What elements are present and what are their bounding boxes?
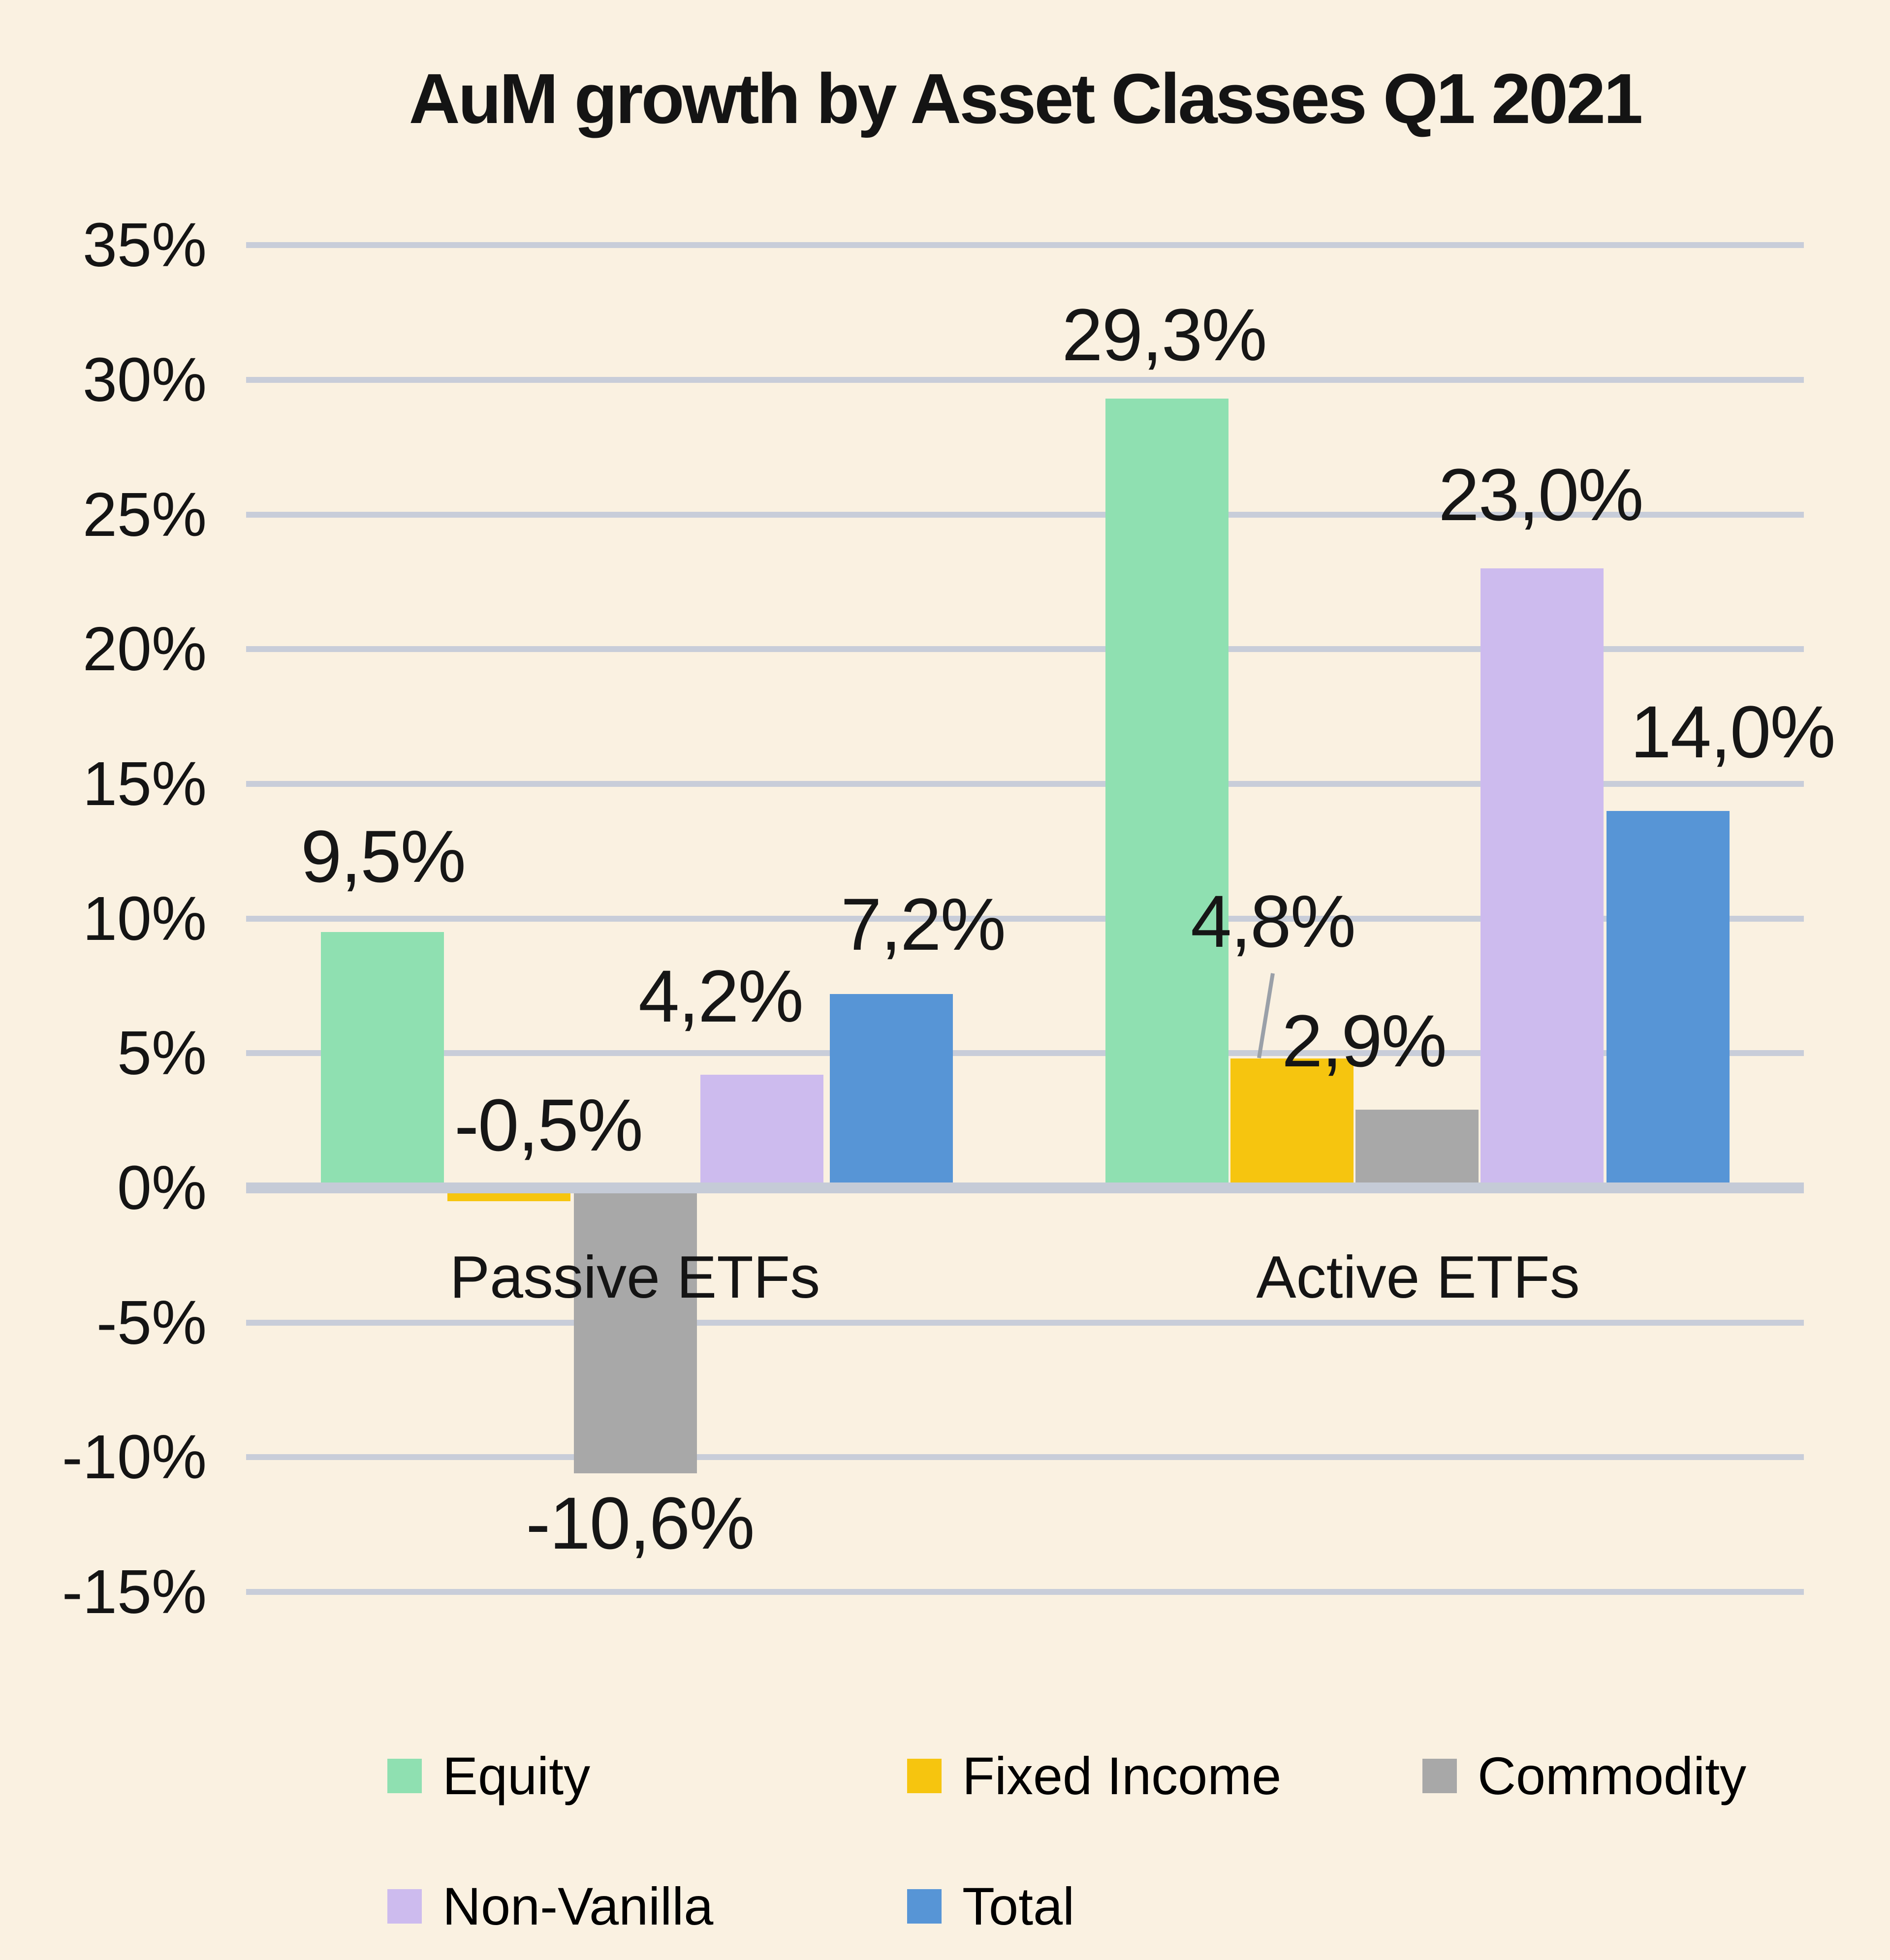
gridline--10 [246, 1454, 1804, 1461]
legend-marker-fixed-income [907, 1759, 942, 1793]
legend-label-non-vanilla: Non-Vanilla [442, 1876, 714, 1936]
x-axis-zero-line [246, 1182, 1804, 1193]
y-axis-tick-label: -10% [62, 1422, 207, 1492]
gridline-35 [246, 242, 1804, 249]
legend-label-fixed-income: Fixed Income [962, 1746, 1282, 1805]
bar-passive-etfs-non-vanilla [700, 1075, 823, 1188]
gridline-15 [246, 780, 1804, 787]
data-label-active-etfs-non-vanilla: 23,0% [1438, 453, 1643, 536]
data-label-active-etfs-equity: 29,3% [1062, 293, 1267, 376]
y-axis-tick-label: 20% [82, 614, 207, 684]
data-label-passive-etfs-equity: 9,5% [301, 815, 466, 898]
gridline-5 [246, 1050, 1804, 1057]
y-axis-tick-label: -15% [62, 1557, 207, 1627]
legend-label-equity: Equity [442, 1746, 591, 1805]
bar-passive-etfs-commodity [574, 1188, 697, 1474]
chart-title: AuM growth by Asset Classes Q1 2021 [409, 59, 1643, 138]
gridline-10 [246, 915, 1804, 922]
bar-passive-etfs-total [830, 994, 953, 1188]
gridline-30 [246, 376, 1804, 383]
legend-item-total: Total [907, 1880, 1074, 1933]
legend-label-total: Total [962, 1876, 1075, 1936]
gridline-25 [246, 511, 1804, 518]
data-label-active-etfs-fixed-income: 4,8% [1191, 880, 1356, 963]
data-label-passive-etfs-total: 7,2% [841, 883, 1006, 965]
legend-marker-non-vanilla [387, 1889, 422, 1924]
y-axis-tick-label: 15% [82, 748, 207, 818]
legend-label-commodity: Commodity [1478, 1746, 1747, 1805]
bar-active-etfs-equity [1105, 399, 1228, 1188]
x-axis-label-passive-etfs: Passive ETFs [449, 1244, 820, 1310]
y-axis-tick-label: 35% [82, 210, 207, 280]
data-label-passive-etfs-fixed-income: -0,5% [454, 1084, 643, 1166]
bar-active-etfs-fixed-income [1230, 1058, 1354, 1188]
data-label-active-etfs-commodity: 2,9% [1282, 999, 1447, 1082]
y-axis-tick-label: 0% [117, 1153, 207, 1222]
y-axis-tick-label: 5% [117, 1018, 207, 1088]
legend-marker-commodity [1422, 1759, 1457, 1793]
bar-passive-etfs-equity [321, 932, 444, 1188]
y-axis-tick-label: 30% [82, 344, 207, 414]
gridline--15 [246, 1589, 1804, 1595]
legend-item-equity: Equity [387, 1749, 590, 1803]
y-axis-tick-label: -5% [96, 1287, 207, 1357]
legend-item-commodity: Commodity [1422, 1749, 1746, 1803]
y-axis-tick-label: 10% [82, 883, 207, 953]
legend-marker-equity [387, 1759, 422, 1793]
gridline--5 [246, 1319, 1804, 1326]
data-label-passive-etfs-commodity: -10,6% [526, 1482, 755, 1564]
x-axis-label-active-etfs: Active ETFs [1256, 1244, 1580, 1310]
bar-active-etfs-total [1606, 810, 1730, 1188]
gridline-20 [246, 646, 1804, 653]
legend-item-fixed-income: Fixed Income [907, 1749, 1281, 1803]
y-axis-tick-label: 25% [82, 479, 207, 549]
data-label-active-etfs-total: 14,0% [1630, 690, 1835, 773]
legend-marker-total [907, 1889, 942, 1924]
legend-item-non-vanilla: Non-Vanilla [387, 1880, 713, 1933]
bar-active-etfs-commodity [1355, 1110, 1479, 1188]
data-label-passive-etfs-non-vanilla: 4,2% [638, 955, 804, 1037]
leader-line-fixed-income [1257, 973, 1275, 1058]
bar-active-etfs-non-vanilla [1480, 568, 1604, 1188]
